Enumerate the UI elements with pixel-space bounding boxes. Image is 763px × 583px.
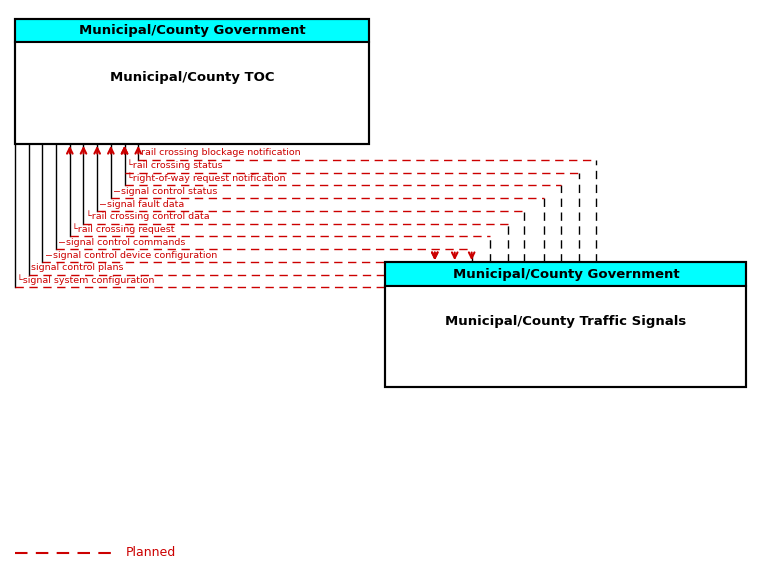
Text: └rail crossing status: └rail crossing status [127, 160, 223, 170]
Text: Municipal/County Government: Municipal/County Government [79, 24, 305, 37]
Text: └rail crossing control data: └rail crossing control data [85, 210, 209, 222]
Bar [15, 19, 369, 143]
Text: rail crossing blockage notification: rail crossing blockage notification [140, 149, 300, 157]
Text: −signal fault data: −signal fault data [99, 199, 185, 209]
Text: signal control plans: signal control plans [31, 264, 124, 272]
Bar [15, 19, 369, 43]
Text: −signal control device configuration: −signal control device configuration [45, 251, 217, 259]
Text: └rail crossing request: └rail crossing request [72, 223, 175, 234]
Text: └signal system configuration: └signal system configuration [18, 275, 155, 285]
Text: Municipal/County TOC: Municipal/County TOC [110, 71, 274, 85]
Text: Municipal/County Government: Municipal/County Government [452, 268, 679, 281]
Text: −signal control commands: −signal control commands [59, 238, 185, 247]
Text: −signal control status: −signal control status [113, 187, 217, 196]
Bar [385, 262, 746, 387]
Bar [385, 262, 746, 286]
Bar [385, 286, 746, 387]
Text: Municipal/County Traffic Signals: Municipal/County Traffic Signals [446, 315, 687, 328]
Bar [15, 43, 369, 143]
Text: └right-of-way request notification: └right-of-way request notification [127, 172, 285, 183]
Text: Planned: Planned [125, 546, 175, 559]
